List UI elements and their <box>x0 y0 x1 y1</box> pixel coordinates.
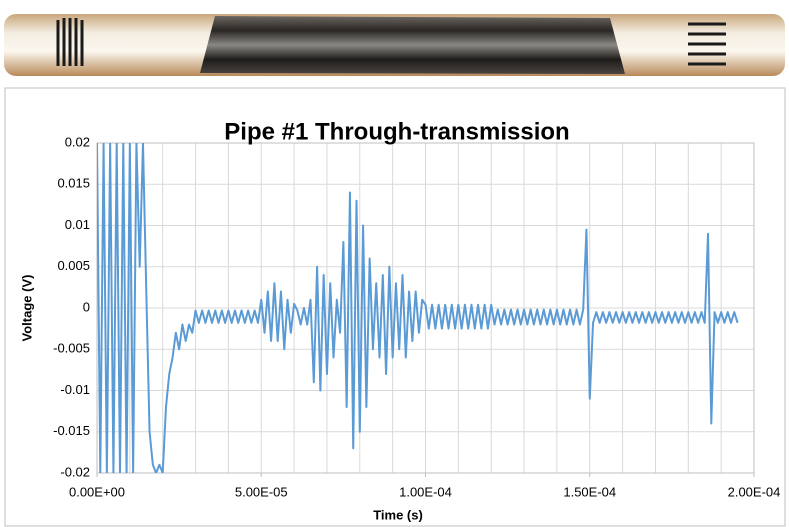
x-tick-label: 1.00E-04 <box>399 484 452 499</box>
y-tick-label: 0.02 <box>65 134 90 149</box>
x-tick-label: 0.00E+00 <box>69 484 125 499</box>
x-tick-label: 1.50E-04 <box>563 484 616 499</box>
y-tick-label: -0.01 <box>60 382 90 397</box>
y-axis-label: Voltage (V) <box>19 275 34 342</box>
y-tick-label: -0.02 <box>60 464 90 479</box>
y-tick-label: 0.01 <box>65 217 90 232</box>
pipe-photo <box>4 14 785 76</box>
y-tick-label: 0.015 <box>57 176 90 191</box>
signal-line <box>97 143 739 473</box>
plot-area <box>96 142 755 474</box>
x-tick-label: 2.00E-04 <box>728 484 781 499</box>
x-axis-label: Time (s) <box>373 507 423 522</box>
x-tick-label: 5.00E-05 <box>235 484 288 499</box>
y-tick-label: -0.015 <box>53 423 90 438</box>
transducer-right <box>688 22 726 66</box>
series-group <box>97 143 739 473</box>
chart-title: Pipe #1 Through-transmission <box>224 118 569 145</box>
y-tick-label: 0 <box>83 299 90 314</box>
y-tick-label: 0.005 <box>57 258 90 273</box>
transducer-left <box>56 18 84 66</box>
pipe-coating <box>200 16 625 74</box>
tick-labels: -0.02 -0.015 -0.01 -0.005 0 0.005 0.01 0.015 0.0… <box>53 134 780 499</box>
y-tick-label: -0.005 <box>53 341 90 356</box>
